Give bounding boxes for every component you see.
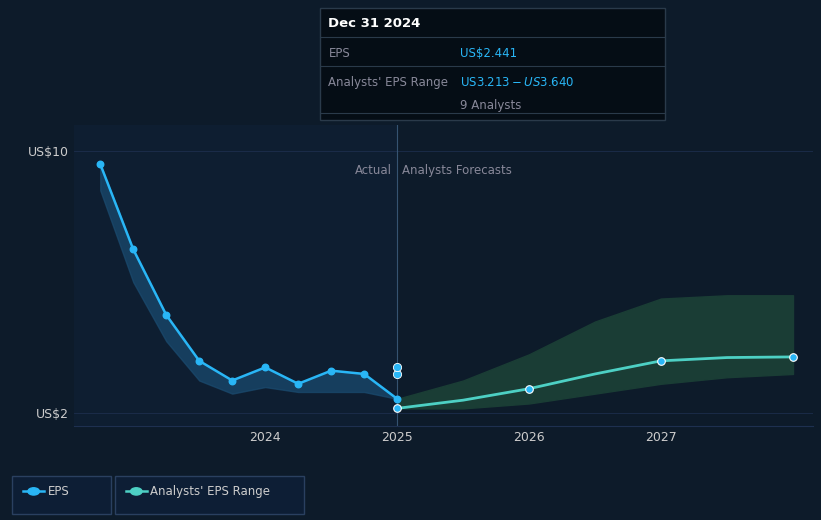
Point xyxy=(226,376,239,385)
Bar xyxy=(74,125,397,426)
Text: Analysts' EPS Range: Analysts' EPS Range xyxy=(150,485,270,498)
Text: US$3.213 - US$3.640: US$3.213 - US$3.640 xyxy=(460,76,574,89)
Point xyxy=(654,357,667,365)
Text: EPS: EPS xyxy=(48,485,69,498)
Point xyxy=(259,363,272,372)
Text: Analysts' EPS Range: Analysts' EPS Range xyxy=(328,76,448,89)
Point xyxy=(522,385,535,393)
Text: Analysts Forecasts: Analysts Forecasts xyxy=(402,164,512,177)
Point xyxy=(324,367,337,375)
Point xyxy=(94,160,107,168)
Point xyxy=(291,380,305,388)
Text: Dec 31 2024: Dec 31 2024 xyxy=(328,17,421,30)
Text: 9 Analysts: 9 Analysts xyxy=(460,99,521,112)
Point xyxy=(391,404,404,412)
Text: US$2.441: US$2.441 xyxy=(460,47,517,60)
Point xyxy=(126,245,140,254)
Point xyxy=(160,311,173,319)
Text: Actual: Actual xyxy=(355,164,392,177)
Point xyxy=(391,362,404,371)
Point xyxy=(391,395,404,403)
Point xyxy=(358,370,371,378)
Text: EPS: EPS xyxy=(328,47,350,60)
Point xyxy=(787,353,800,361)
Point xyxy=(391,369,404,378)
Point xyxy=(193,357,206,365)
